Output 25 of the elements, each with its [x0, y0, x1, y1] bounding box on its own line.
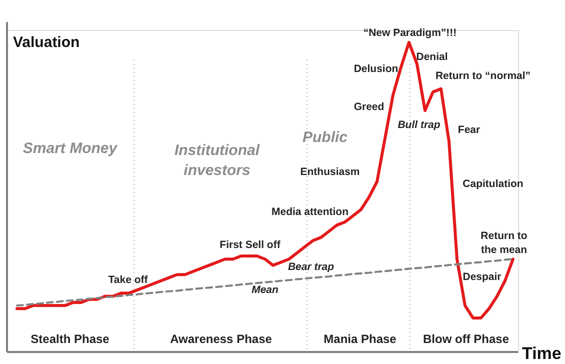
annotation: Stealth Phase	[30, 332, 110, 346]
annotation: Institutional investors	[174, 142, 260, 179]
annotation: Smart Money	[22, 140, 118, 157]
annotation: Return to the mean	[480, 230, 528, 256]
annotation: Public	[302, 129, 348, 146]
annotation: Fear	[458, 124, 480, 136]
annotation: Denial	[416, 51, 448, 63]
annotation: Enthusiasm	[300, 166, 360, 178]
y-axis-title: Valuation	[13, 34, 80, 51]
annotation: Greed	[354, 101, 384, 113]
annotation: Despair	[462, 271, 502, 283]
annotation: Delusion	[354, 63, 398, 75]
x-axis-title: Time	[522, 344, 562, 363]
annotation: Mania Phase	[324, 332, 397, 346]
annotation: Awareness Phase	[170, 332, 272, 346]
annotation: Blow off Phase	[422, 332, 510, 346]
annotation: Bull trap	[398, 119, 441, 131]
annotation: Capitulation	[462, 178, 524, 190]
annotation: Mean	[252, 284, 278, 296]
annotation: Bear trap	[288, 261, 335, 273]
annotation: Take off	[108, 274, 148, 286]
annotation: First Sell off	[220, 239, 281, 251]
annotation: Media attention	[271, 206, 349, 218]
annotation: Return to “normal”	[435, 70, 531, 82]
text: “New Paradigm”!!!	[363, 27, 457, 39]
